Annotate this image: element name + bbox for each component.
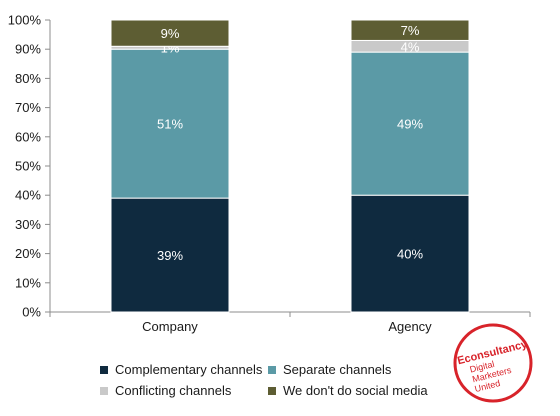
bar-segment: [110, 19, 230, 47]
y-tick-label: 20%: [15, 246, 41, 261]
legend-swatch: [100, 365, 108, 374]
bars: 39%51%1%9%40%49%4%7%: [110, 19, 470, 313]
y-tick-label: 10%: [15, 275, 41, 290]
y-tick-label: 60%: [15, 129, 41, 144]
y-tick-label: 90%: [15, 42, 41, 57]
econsultancy-logo: Econsultancy Digital Marketers United: [453, 323, 533, 403]
legend-label: We don't do social media: [283, 383, 428, 398]
legend-swatch: [268, 365, 276, 374]
legend-label: Conflicting channels: [115, 383, 232, 398]
legend-item-separate: Separate channels: [268, 362, 391, 377]
y-tick-label: 80%: [15, 71, 41, 86]
data-label: 49%: [397, 117, 423, 132]
data-label: 51%: [157, 117, 183, 132]
legend: Complementary channels Separate channels…: [100, 358, 440, 402]
y-tick-label: 40%: [15, 188, 41, 203]
bar-segment: [350, 51, 470, 196]
axes: 0% 10% 20% 30% 40% 50% 60% 70% 80% 90% 100% Company…: [8, 13, 531, 334]
data-label: 40%: [397, 247, 423, 262]
data-label: 39%: [157, 248, 183, 263]
data-label: 9%: [161, 26, 180, 41]
y-tick-label: 0%: [22, 305, 41, 320]
y-tick-label: 70%: [15, 100, 41, 115]
bar-segment: [350, 19, 470, 41]
legend-label: Separate channels: [283, 362, 392, 377]
legend-label: Complementary channels: [115, 362, 263, 377]
legend-swatch: [268, 386, 276, 395]
legend-item-complementary: Complementary channels: [100, 362, 262, 377]
legend-swatch: [100, 386, 108, 395]
data-label: 7%: [401, 23, 420, 38]
legend-item-no-social: We don't do social media: [268, 383, 428, 398]
x-tick-label: Agency: [388, 319, 432, 334]
bar-segment: [110, 197, 230, 313]
bar-segment: [350, 194, 470, 313]
x-tick-label: Company: [142, 319, 198, 334]
y-tick-label: 100%: [8, 13, 42, 28]
y-tick-label: 50%: [15, 159, 41, 174]
legend-item-conflicting: Conflicting channels: [100, 383, 231, 398]
data-label: 4%: [401, 39, 420, 54]
bar-segment: [110, 48, 230, 199]
y-tick-label: 30%: [15, 217, 41, 232]
